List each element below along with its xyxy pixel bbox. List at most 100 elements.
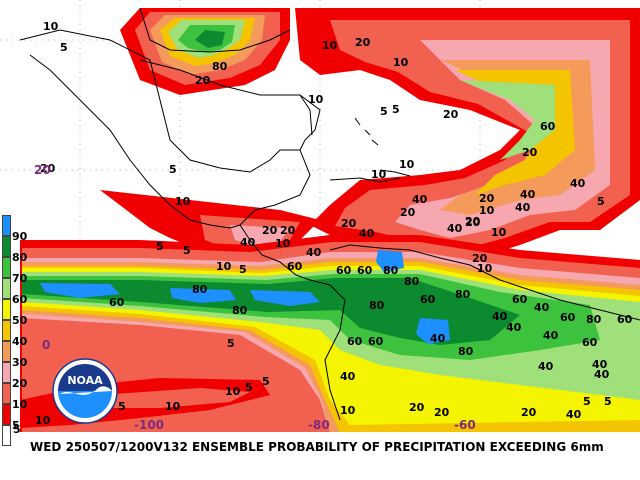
contour-label: 20 (465, 215, 481, 228)
contour-label: 5 (380, 105, 388, 118)
lon-label-60: -60 (454, 418, 476, 432)
contour-label: 20 (434, 406, 450, 419)
land-outlines (19, 7, 640, 421)
contour-label: 40 (430, 332, 446, 345)
contour-label: 10 (216, 260, 232, 273)
contour-label: 10 (175, 195, 191, 208)
contour-label: 80 (404, 275, 420, 288)
contour-label: 80 (455, 288, 471, 301)
contour-label: 10 (340, 404, 356, 417)
contour-label: 80 (383, 264, 399, 277)
contour-label: 40 (566, 408, 582, 421)
contour-label: 60 (336, 264, 352, 277)
legend-label: 40 (12, 335, 28, 348)
contour-label: 5 (262, 375, 270, 388)
contour-label: 40 (412, 193, 428, 206)
contour-label: 5 (227, 337, 235, 350)
legend-label: 20 (12, 377, 28, 390)
contour-label: 20 (522, 146, 538, 159)
contour-label: 80 (369, 299, 385, 312)
contour-label: 5 (604, 395, 612, 408)
legend-label: 60 (12, 293, 28, 306)
contour-label: 20 (280, 224, 296, 237)
contour-label: 20 (472, 252, 488, 265)
contour-label: 40 (359, 227, 375, 240)
contour-label: 60 (347, 335, 363, 348)
contour-label: 40 (570, 177, 586, 190)
precip-north (100, 8, 640, 260)
legend-label: 70 (12, 272, 28, 285)
contour-label: 10 (399, 158, 415, 171)
contour-label: 40 (447, 222, 463, 235)
contour-label: 60 (368, 335, 384, 348)
contour-label: 20 (479, 192, 495, 205)
legend-swatch (2, 404, 11, 425)
legend-swatch (2, 257, 11, 278)
contour-label: 5 (239, 263, 247, 276)
legend-label: 80 (12, 251, 28, 264)
contour-label: 10 (165, 400, 181, 413)
noaa-logo-text: NOAA (67, 374, 103, 387)
contour-label: 10 (275, 237, 291, 250)
legend-swatch (2, 236, 11, 257)
contour-label: 20 (40, 162, 56, 175)
contour-label: 80 (192, 283, 208, 296)
contour-label: 20 (400, 206, 416, 219)
contour-label: 5 (583, 395, 591, 408)
contour-label: 60 (540, 120, 556, 133)
contour-label: 60 (582, 336, 598, 349)
contour-label: 10 (393, 56, 409, 69)
contour-label: 80 (458, 345, 474, 358)
contour-label: 20 (355, 36, 371, 49)
contour-label: 5 (392, 103, 400, 116)
lon-label-80: -80 (308, 418, 330, 432)
legend-label: 50 (12, 314, 28, 327)
contour-label: 20 (443, 108, 459, 121)
contour-label: 5 (13, 423, 21, 436)
contour-label: 60 (109, 296, 125, 309)
contour-label: 80 (232, 304, 248, 317)
precip-itcz (20, 235, 640, 432)
contour-label: 10 (43, 20, 59, 33)
probability-legend: 90 80 70 60 50 40 30 20 10 5 (0, 215, 40, 455)
lat-label-0: 0 (42, 338, 51, 352)
contour-label: 60 (560, 311, 576, 324)
contour-label: 60 (357, 264, 373, 277)
contour-label: 10 (35, 414, 51, 427)
contour-label: 20 (341, 217, 357, 230)
contour-label: 40 (543, 329, 559, 342)
contour-label: 10 (225, 385, 241, 398)
lat-label-20: 20 (34, 163, 51, 177)
contour-label: 40 (506, 321, 522, 334)
contour-label: 40 (340, 370, 356, 383)
contour-label: 40 (520, 188, 536, 201)
legend-label: 10 (12, 398, 28, 411)
contour-label: 5 (156, 240, 164, 253)
contour-label: 5 (118, 400, 126, 413)
legend-swatch (2, 278, 11, 299)
contour-label: 10 (479, 204, 495, 217)
contour-label: 40 (306, 246, 322, 259)
contour-label: 60 (420, 293, 436, 306)
legend-label: 90 (12, 230, 28, 243)
contour-label: 60 (617, 313, 633, 326)
noaa-logo: NOAA (52, 358, 118, 424)
contour-label: 40 (492, 310, 508, 323)
contour-label: 40 (538, 360, 554, 373)
contour-label: 10 (322, 39, 338, 52)
contour-label: 10 (491, 226, 507, 239)
contour-label: 20 (465, 216, 481, 229)
map-caption: WED 250507/1200V132 ENSEMBLE PROBABILITY… (30, 440, 604, 454)
contour-label: 5 (597, 195, 605, 208)
contour-label: 20 (195, 74, 211, 87)
contour-label: 20 (409, 401, 425, 414)
contour-label: 5 (60, 41, 68, 54)
contour-label: 80 (586, 313, 602, 326)
contour-label: 5 (245, 381, 253, 394)
legend-swatch (2, 299, 11, 320)
contour-label: 80 (212, 60, 228, 73)
legend-swatch (2, 320, 11, 341)
contour-label: 5 (183, 244, 191, 257)
